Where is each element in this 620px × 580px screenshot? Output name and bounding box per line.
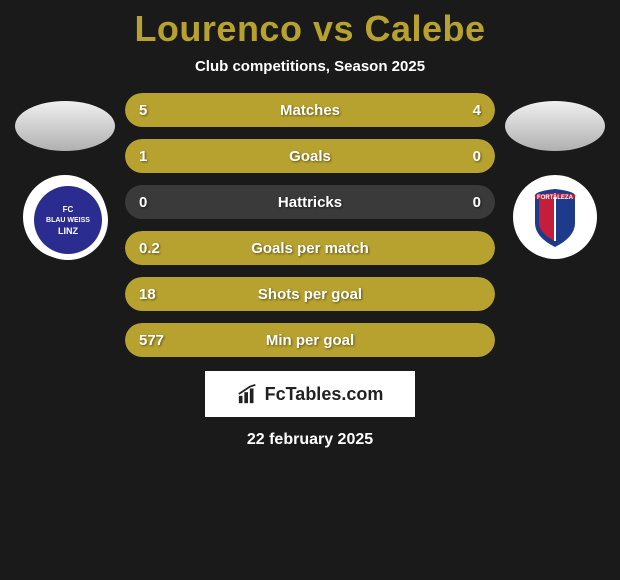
- stats-column: 5 Matches 4 1 Goals 0 0 Hattricks 0 0.2 Goals per …: [125, 93, 495, 357]
- svg-text:LINZ: LINZ: [58, 226, 78, 236]
- stat-value-right: 0: [473, 148, 481, 165]
- stat-value-left: 18: [139, 286, 156, 303]
- stat-value-left: 577: [139, 332, 164, 349]
- player-left-column: FC BLAU WEISS LINZ: [15, 93, 115, 259]
- svg-text:FC: FC: [63, 205, 74, 214]
- stat-label: Min per goal: [266, 332, 354, 349]
- svg-text:FORTALEZA: FORTALEZA: [537, 195, 574, 201]
- stat-label: Matches: [280, 102, 340, 119]
- player-left-avatar: [15, 101, 115, 151]
- player-right-column: FORTALEZA: [505, 93, 605, 259]
- stat-value-left: 0: [139, 194, 147, 211]
- date-text: 22 february 2025: [247, 431, 373, 449]
- stat-row: 577 Min per goal: [125, 323, 495, 357]
- page-title: Lourenco vs Calebe: [134, 8, 485, 50]
- stat-label: Goals: [289, 148, 331, 165]
- comparison-card: Lourenco vs Calebe Club competitions, Se…: [0, 0, 620, 580]
- stat-value-left: 0.2: [139, 240, 160, 257]
- player-left-club-badge: FC BLAU WEISS LINZ: [23, 175, 107, 259]
- player-right-club-badge: FORTALEZA: [513, 175, 597, 259]
- stat-row: 5 Matches 4: [125, 93, 495, 127]
- stat-label: Goals per match: [251, 240, 369, 257]
- player-right-avatar: [505, 101, 605, 151]
- stat-value-right: 4: [473, 102, 481, 119]
- stat-row: 18 Shots per goal: [125, 277, 495, 311]
- stat-row: 0.2 Goals per match: [125, 231, 495, 265]
- svg-text:BLAU WEISS: BLAU WEISS: [46, 217, 90, 224]
- stat-label: Shots per goal: [258, 286, 362, 303]
- stat-value-right: 0: [473, 194, 481, 211]
- branding-text: FcTables.com: [265, 384, 384, 405]
- stat-value-left: 5: [139, 102, 147, 119]
- stat-fill-right: [332, 93, 495, 127]
- stat-row: 0 Hattricks 0: [125, 185, 495, 219]
- chart-icon: [237, 383, 259, 405]
- stat-label: Hattricks: [278, 194, 342, 211]
- stat-value-left: 1: [139, 148, 147, 165]
- club-badge-right-svg: FORTALEZA: [513, 175, 597, 259]
- branding-badge[interactable]: FcTables.com: [205, 371, 415, 417]
- stat-row: 1 Goals 0: [125, 139, 495, 173]
- club-badge-left-svg: FC BLAU WEISS LINZ: [26, 178, 110, 262]
- subtitle: Club competitions, Season 2025: [195, 58, 425, 75]
- content-row: FC BLAU WEISS LINZ 5 Matches 4 1 Goals 0 0 Hatt…: [0, 93, 620, 357]
